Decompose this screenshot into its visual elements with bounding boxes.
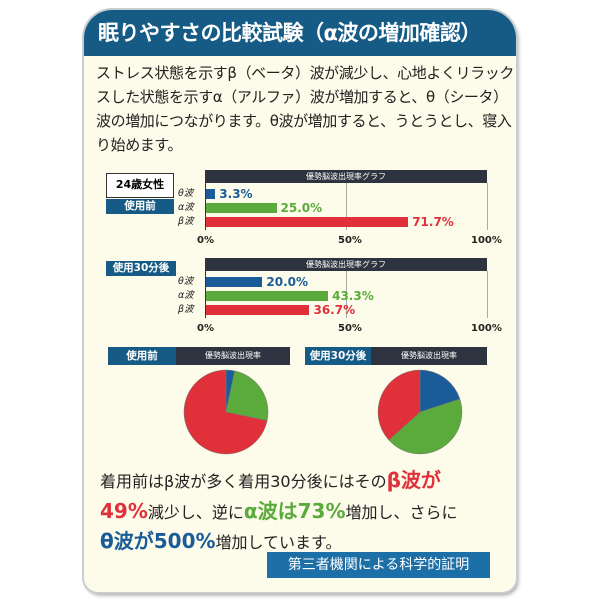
- conclusion-highlight: 49%: [100, 498, 148, 523]
- tick-label: 0%: [197, 235, 214, 246]
- bar-value: 43.3%: [332, 289, 374, 303]
- conclusion-part: 増加しています。: [215, 533, 342, 552]
- bar-theta: [206, 189, 216, 199]
- gridline: [487, 271, 488, 318]
- conclusion-highlight: β波が: [386, 468, 441, 492]
- bar-label: α波: [178, 290, 194, 301]
- gridline: [487, 183, 488, 230]
- subject-label: 24歳女性: [106, 173, 174, 198]
- group-tag: 使用前: [106, 199, 174, 214]
- pie-slice-alpha: [388, 398, 463, 455]
- bar-label: β波: [178, 304, 194, 315]
- pie-title: 優勢脳波出現率: [176, 347, 290, 365]
- bar-label: θ波: [178, 188, 194, 199]
- conclusion-part: 減少し、逆に: [147, 502, 244, 522]
- pie-group-tag: 使用前: [108, 347, 176, 365]
- gridline: [346, 183, 347, 230]
- bar-value: 3.3%: [219, 187, 253, 201]
- intro-text: ストレス状態を示すβ（ベータ）波が減少し、心地よくリラックスした状態を示すα（ア…: [96, 64, 514, 154]
- axis-line: [205, 271, 206, 318]
- axis-line: [205, 183, 206, 230]
- bar-label: α波: [178, 202, 194, 213]
- chart-title: 優勢脳波出現率グラフ: [205, 170, 487, 183]
- bar-theta: [206, 277, 263, 287]
- pie-chart: [183, 369, 269, 455]
- pie-slice-alpha: [225, 370, 269, 421]
- bar-beta: [206, 305, 310, 315]
- conclusion-part: 増加し、さらに: [345, 502, 458, 522]
- proof-badge: 第三者機関による科学的証明: [267, 552, 490, 578]
- bar-value: 71.7%: [412, 215, 454, 229]
- group-tag: 使用30分後: [106, 261, 176, 276]
- bar-value: 20.0%: [266, 275, 309, 289]
- pie-slice-beta: [183, 369, 268, 455]
- pie-slice-theta: [419, 369, 461, 413]
- pie-slice-beta: [377, 369, 421, 441]
- pie-chart: [377, 369, 463, 455]
- bar-label: β波: [178, 216, 194, 227]
- tick-label: 0%: [197, 323, 214, 334]
- pie-group-tag: 使用30分後: [305, 347, 371, 365]
- tick-label: 100%: [471, 235, 502, 246]
- conclusion-part: 着用前はβ波が多く着用30分後にはその: [100, 472, 387, 491]
- bar-label: θ波: [178, 276, 194, 287]
- bar-alpha: [206, 291, 329, 301]
- bar-alpha: [206, 203, 277, 213]
- chart-title: 優勢脳波出現率グラフ: [205, 258, 487, 271]
- bar-beta: [206, 217, 409, 227]
- tick-label: 100%: [471, 323, 502, 334]
- infographic-card: 眠りやすさの比較試験（α波の増加確認） ストレス状態を示すβ（ベータ）波が減少し…: [84, 10, 516, 592]
- bar-value: 25.0%: [280, 201, 323, 215]
- gridline: [346, 271, 347, 318]
- tick-label: 50%: [338, 323, 362, 334]
- conclusion-highlight: α波は73%: [243, 498, 346, 523]
- bar-value: 36.7%: [313, 303, 356, 317]
- tick-label: 50%: [338, 235, 362, 246]
- pie-title: 優勢脳波出現率: [371, 347, 487, 365]
- page-title: 眠りやすさの比較試験（α波の増加確認）: [84, 10, 516, 56]
- conclusion-highlight: θ波が500%: [100, 529, 216, 553]
- conclusion-text: 着用前はβ波が多く着用30分後にはそのβ波が 49%減少し、逆にα波は73%増加…: [100, 466, 516, 558]
